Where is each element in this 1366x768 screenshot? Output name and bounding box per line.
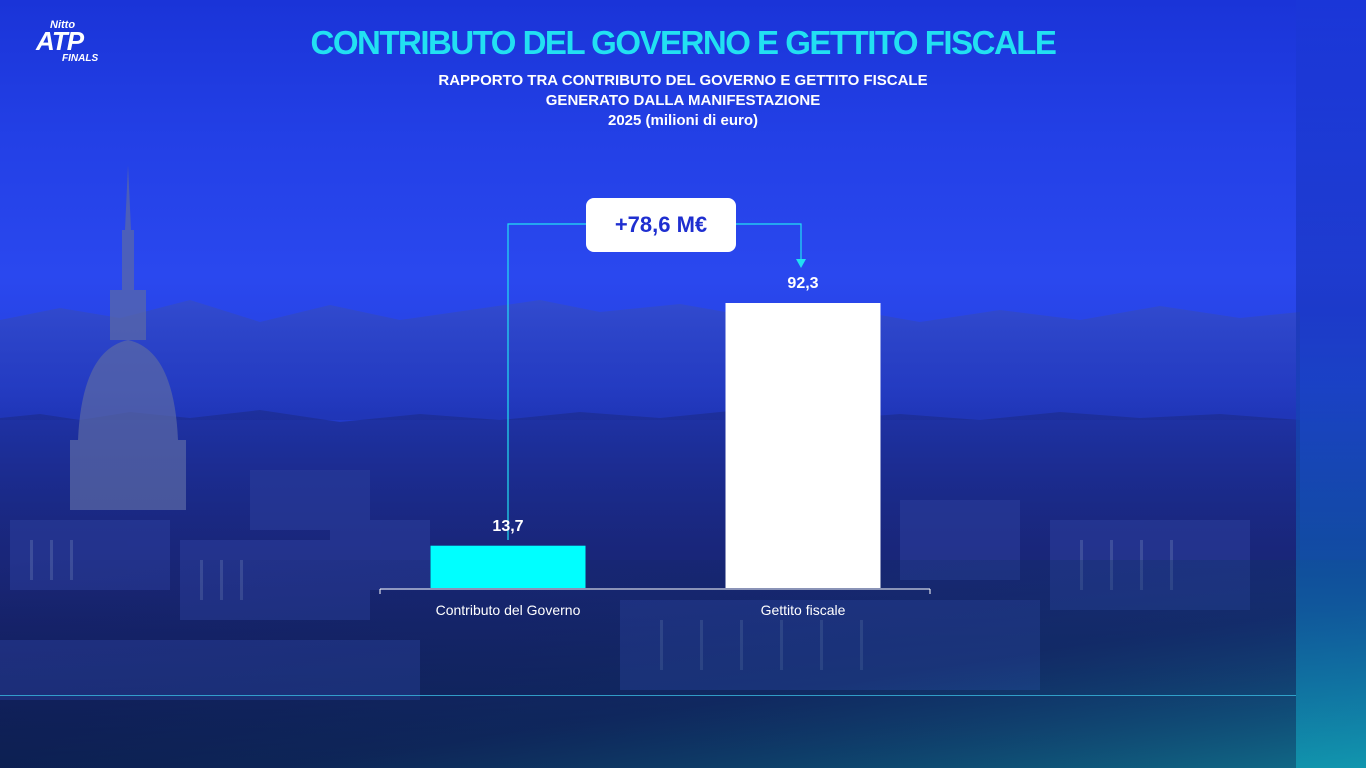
bottom-divider-line bbox=[0, 695, 1296, 696]
bar-contributo-governo bbox=[430, 545, 586, 588]
difference-badge: +78,6 M€ bbox=[586, 198, 736, 252]
bar-value-label: 13,7 bbox=[492, 517, 524, 535]
subtitle-line: RAPPORTO TRA CONTRIBUTO DEL GOVERNO E GE… bbox=[438, 72, 928, 89]
difference-arrowhead bbox=[796, 259, 806, 268]
bar-gettito-fiscale bbox=[725, 303, 881, 588]
logo-atp: ATP bbox=[36, 26, 84, 56]
logo-finals: FINALS bbox=[62, 53, 99, 64]
mole-antonelliana bbox=[70, 165, 186, 510]
category-label: Gettito fiscale bbox=[760, 602, 846, 618]
category-label: Contributo del Governo bbox=[435, 602, 581, 618]
difference-connector-right bbox=[736, 223, 802, 260]
subtitle-line: 2025 (milioni di euro) bbox=[607, 112, 759, 129]
chart-title: CONTRIBUTO DEL GOVERNO E GETTITO FISCALE bbox=[310, 24, 1057, 61]
logo-nitto: Nitto bbox=[50, 19, 76, 31]
bar-value-label: 92,3 bbox=[787, 275, 819, 292]
chart-subtitle: RAPPORTO TRA CONTRIBUTO DEL GOVERNO E GE… bbox=[0, 71, 1366, 131]
subtitle-line: GENERATO DALLA MANIFESTAZIONE bbox=[545, 92, 821, 109]
right-decor-band bbox=[1296, 0, 1366, 768]
difference-connector bbox=[507, 223, 586, 540]
